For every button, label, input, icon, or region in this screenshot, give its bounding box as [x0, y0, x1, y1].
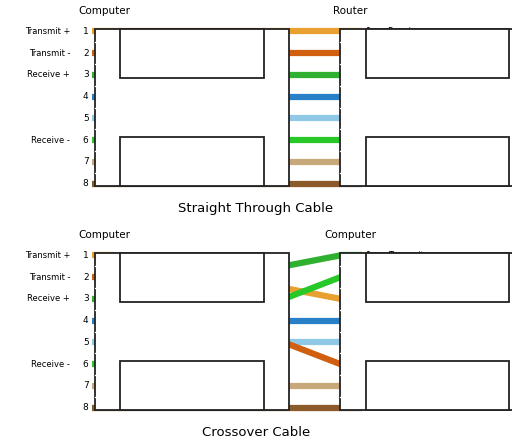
- Text: Receive -: Receive -: [31, 360, 70, 369]
- Text: Transmit -: Transmit -: [388, 136, 430, 145]
- Bar: [120, 29, 264, 78]
- Text: 7: 7: [366, 157, 372, 166]
- Text: 6: 6: [366, 360, 372, 369]
- Text: 8: 8: [366, 179, 372, 188]
- Text: 3: 3: [366, 294, 372, 303]
- Text: 6: 6: [83, 136, 89, 145]
- Text: Router: Router: [333, 6, 368, 16]
- Text: 1: 1: [83, 27, 89, 36]
- Bar: [366, 137, 509, 186]
- Text: 5: 5: [83, 114, 89, 123]
- Text: 4: 4: [366, 92, 372, 101]
- Bar: [95, 253, 289, 410]
- Text: 5: 5: [366, 338, 372, 347]
- Bar: [366, 29, 509, 78]
- Text: Transmit +: Transmit +: [25, 27, 70, 36]
- Text: Transmit -: Transmit -: [29, 273, 70, 282]
- Text: 2: 2: [366, 273, 372, 282]
- Text: 3: 3: [83, 70, 89, 79]
- Text: 6: 6: [366, 136, 372, 145]
- Bar: [366, 361, 509, 410]
- Text: 3: 3: [83, 294, 89, 303]
- Text: Transmit +: Transmit +: [388, 251, 434, 260]
- Text: Receive -: Receive -: [31, 136, 70, 145]
- Text: Crossover Cable: Crossover Cable: [202, 426, 310, 439]
- Text: 7: 7: [366, 381, 372, 390]
- Text: Receive -: Receive -: [388, 381, 427, 390]
- Bar: [340, 29, 512, 186]
- Text: Receive +: Receive +: [28, 294, 70, 303]
- Text: 4: 4: [83, 316, 89, 325]
- Bar: [95, 29, 289, 186]
- Text: 7: 7: [83, 157, 89, 166]
- Text: Receive +: Receive +: [388, 27, 431, 36]
- Text: 1: 1: [366, 27, 372, 36]
- Bar: [366, 253, 509, 302]
- Text: 1: 1: [366, 251, 372, 260]
- Bar: [120, 137, 264, 186]
- Text: Computer: Computer: [324, 230, 376, 240]
- Text: 5: 5: [366, 114, 372, 123]
- Bar: [340, 253, 512, 410]
- Text: 8: 8: [83, 179, 89, 188]
- Text: Straight Through Cable: Straight Through Cable: [179, 202, 333, 215]
- Text: Transmit -: Transmit -: [388, 273, 430, 282]
- Text: 5: 5: [83, 338, 89, 347]
- Text: 7: 7: [83, 381, 89, 390]
- Text: Receive +: Receive +: [28, 70, 70, 79]
- Text: 3: 3: [366, 70, 372, 79]
- Text: 4: 4: [366, 316, 372, 325]
- Text: Transmit -: Transmit -: [29, 49, 70, 58]
- Text: 8: 8: [366, 403, 372, 412]
- Text: 2: 2: [83, 273, 89, 282]
- Text: Transmit +: Transmit +: [25, 251, 70, 260]
- Bar: [120, 361, 264, 410]
- Text: Transmit +: Transmit +: [388, 70, 434, 79]
- Bar: [120, 253, 264, 302]
- Text: 6: 6: [83, 360, 89, 369]
- Text: Receive +: Receive +: [388, 294, 431, 303]
- Text: Receive -: Receive -: [388, 49, 427, 58]
- Text: 1: 1: [83, 251, 89, 260]
- Text: 2: 2: [366, 49, 372, 58]
- Text: 4: 4: [83, 92, 89, 101]
- Text: Computer: Computer: [78, 6, 131, 16]
- Text: 2: 2: [83, 49, 89, 58]
- Text: 8: 8: [83, 403, 89, 412]
- Text: Computer: Computer: [78, 230, 131, 240]
